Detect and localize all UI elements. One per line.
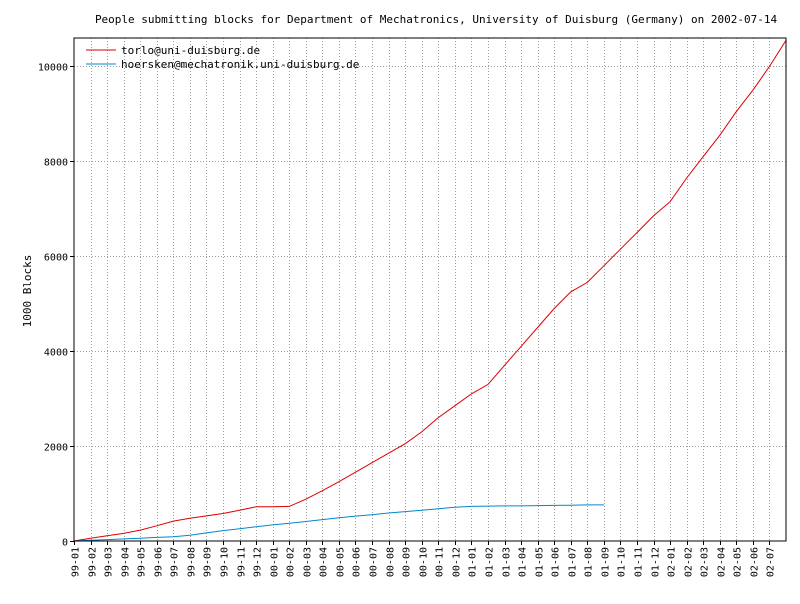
x-tick-label: 00-10 [419,547,430,577]
x-tick-label: 01-09 [601,547,612,577]
x-tick-label: 02-01 [667,547,678,577]
x-tick-label: 99-07 [170,547,181,577]
x-tick-label: 00-11 [435,547,446,577]
x-tick-label: 01-03 [502,547,513,577]
x-tick-label: 99-01 [71,547,82,577]
x-tick-label: 01-01 [468,547,479,577]
x-tick-label: 01-11 [634,547,645,577]
x-axis: 99-01 99-02 99-03 99-04 99-05 99-06 99-07 99-08… [71,541,777,577]
x-tick-label: 00-05 [336,547,347,577]
x-tick-label: 02-02 [684,547,695,577]
x-tick-label: 99-03 [104,547,115,577]
x-tick-label: 01-02 [485,547,496,577]
y-tick-label: 2000 [44,443,68,454]
x-tick-label: 01-05 [535,547,546,577]
series-line-2 [73,504,604,542]
x-tick-label: 01-10 [617,547,628,577]
y-tick-label: 4000 [44,348,68,359]
y-axis-label: 1000 Blocks [21,255,34,328]
x-tick-label: 01-08 [584,547,595,577]
x-tick-label: 99-12 [253,547,264,577]
y-tick-label: 0 [62,538,68,549]
legend-label-1: torlo@uni-duisburg.de [121,44,260,57]
y-tick-label: 10000 [38,63,68,74]
x-tick-label: 99-08 [187,547,198,577]
x-tick-label: 99-02 [88,547,99,577]
chart-title: People submitting blocks for Department … [95,13,778,26]
plot-frame [73,37,787,542]
x-tick-label: 01-06 [551,547,562,577]
x-tick-label: 02-05 [733,547,744,577]
x-tick-label: 01-12 [651,547,662,577]
x-tick-label: 01-04 [518,547,529,577]
x-tick-label: 02-06 [750,547,761,577]
x-tick-label: 02-07 [766,547,777,577]
x-tick-label: 00-09 [402,547,413,577]
x-tick-label: 99-04 [121,547,132,577]
x-tick-label: 02-03 [700,547,711,577]
x-tick-label: 99-11 [237,547,248,577]
legend-label-2: hoersken@mechatronik.uni-duisburg.de [121,58,359,71]
x-tick-label: 00-12 [452,547,463,577]
y-tick-label: 6000 [44,253,68,264]
x-tick-label: 02-04 [717,547,728,577]
x-tick-label: 00-06 [352,547,363,577]
y-axis: 0 2000 4000 6000 8000 10000 [38,63,74,549]
x-tick-label: 00-01 [270,547,281,577]
y-tick-label: 8000 [44,158,68,169]
x-tick-label: 99-05 [137,547,148,577]
x-tick-label: 00-03 [303,547,314,577]
x-tick-label: 00-08 [386,547,397,577]
x-tick-label: 99-06 [154,547,165,577]
x-tick-label: 00-02 [286,547,297,577]
x-tick-label: 99-10 [220,547,231,577]
x-tick-label: 00-04 [319,547,330,577]
series-line-1 [73,40,787,542]
x-tick-label: 01-07 [568,547,579,577]
x-tick-label: 00-07 [369,547,380,577]
x-tick-label: 99-09 [203,547,214,577]
series-layer [73,40,787,542]
grid [74,38,786,541]
legend: torlo@uni-duisburg.dehoersken@mechatroni… [86,44,359,71]
